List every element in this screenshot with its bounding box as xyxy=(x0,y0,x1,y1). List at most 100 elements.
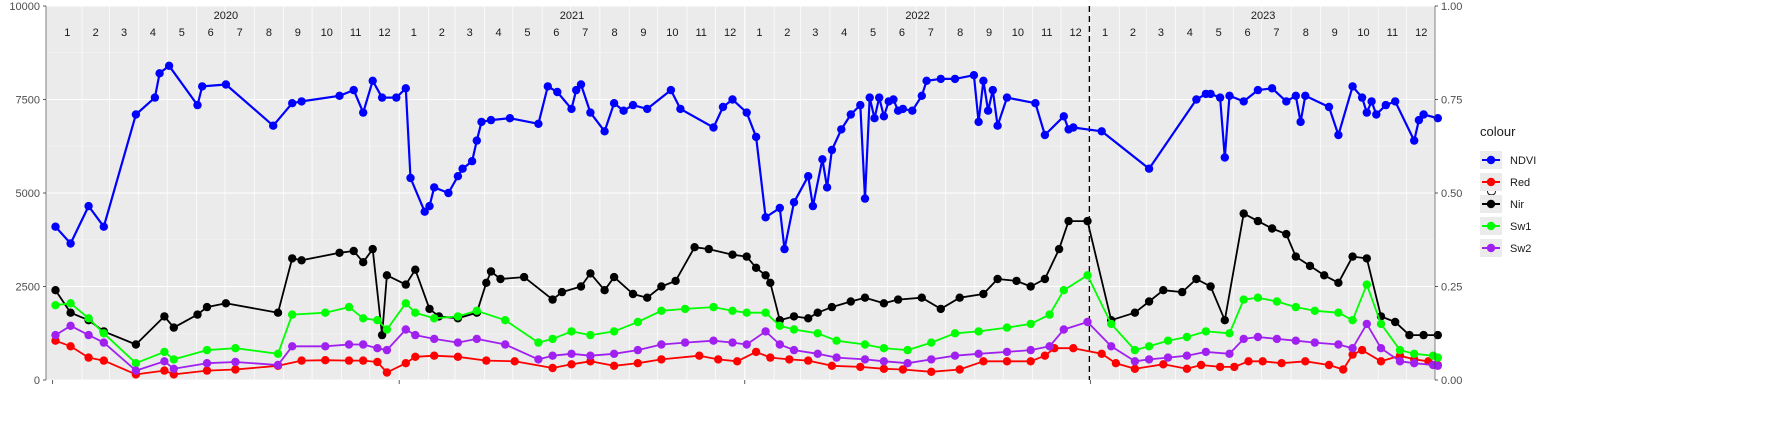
data-point xyxy=(51,286,60,295)
data-point xyxy=(1107,319,1116,329)
data-point xyxy=(1059,286,1069,295)
data-point xyxy=(974,327,983,336)
data-point xyxy=(425,201,434,211)
data-point xyxy=(609,99,619,108)
data-point xyxy=(1301,91,1310,101)
data-point xyxy=(751,347,761,357)
data-point xyxy=(534,119,543,128)
series-ndvi xyxy=(51,61,1443,254)
month-label: 7 xyxy=(582,27,588,39)
data-point xyxy=(1419,330,1428,340)
data-point xyxy=(742,108,751,117)
data-point xyxy=(505,114,515,123)
data-point xyxy=(633,345,642,355)
legend-key-dot xyxy=(1486,199,1496,209)
data-point xyxy=(131,110,141,119)
month-label: 5 xyxy=(179,27,185,39)
data-point xyxy=(231,365,240,374)
data-point xyxy=(472,136,481,145)
data-point xyxy=(131,366,141,375)
data-point xyxy=(297,97,306,106)
data-point xyxy=(728,250,737,259)
legend-title: colour xyxy=(1480,124,1516,139)
data-point xyxy=(1362,280,1372,289)
data-point xyxy=(832,353,841,362)
data-point xyxy=(202,366,212,375)
data-point xyxy=(804,356,813,365)
data-point xyxy=(1239,97,1248,106)
month-label: 7 xyxy=(1273,27,1279,39)
data-point xyxy=(344,340,354,349)
data-point xyxy=(1163,353,1173,362)
data-point xyxy=(84,201,93,211)
year-label: 2020 xyxy=(214,10,238,22)
data-point xyxy=(1267,84,1277,93)
data-point xyxy=(567,360,576,369)
left-tick-label: 7500 xyxy=(16,95,40,107)
month-label: 9 xyxy=(640,27,646,39)
data-point xyxy=(917,293,926,302)
data-point xyxy=(534,338,543,347)
month-label: 10 xyxy=(1012,27,1024,39)
data-point xyxy=(420,207,429,216)
data-point xyxy=(1348,82,1357,91)
month-label: 11 xyxy=(695,27,706,39)
data-point xyxy=(1391,97,1400,106)
data-point xyxy=(1059,112,1069,121)
data-point xyxy=(401,325,410,334)
data-point xyxy=(993,274,1002,284)
left-tick-label: 5000 xyxy=(16,188,40,200)
data-point xyxy=(344,302,354,312)
data-point xyxy=(1192,95,1201,104)
data-point xyxy=(1410,136,1419,145)
data-point xyxy=(99,356,109,365)
data-point xyxy=(131,359,141,368)
data-point xyxy=(321,308,330,317)
data-point xyxy=(496,274,505,284)
data-point xyxy=(1357,93,1367,102)
data-point xyxy=(1282,229,1291,239)
month-label: 6 xyxy=(899,27,905,39)
data-point xyxy=(1419,110,1428,119)
data-point xyxy=(576,80,586,89)
data-point xyxy=(586,330,595,340)
data-point xyxy=(898,104,908,114)
data-point xyxy=(813,308,822,317)
data-point xyxy=(1244,357,1253,366)
month-label: 2 xyxy=(784,27,790,39)
data-point xyxy=(1201,347,1211,357)
data-point xyxy=(676,104,685,114)
data-point xyxy=(1305,261,1315,271)
data-point xyxy=(411,352,420,361)
legend-item-red: Red xyxy=(1480,173,1530,191)
series-line xyxy=(54,64,1439,251)
data-point xyxy=(453,352,463,361)
data-point xyxy=(51,222,60,231)
data-point xyxy=(411,308,420,317)
series-layer xyxy=(51,61,1443,379)
data-point xyxy=(865,93,874,102)
data-point xyxy=(349,246,358,256)
month-label: 10 xyxy=(321,27,333,39)
data-point xyxy=(534,355,543,364)
data-point xyxy=(160,357,169,366)
data-point xyxy=(99,338,109,347)
data-point xyxy=(1414,115,1424,125)
data-point xyxy=(1111,359,1121,368)
data-point xyxy=(789,345,799,355)
data-point xyxy=(150,93,160,102)
data-point xyxy=(1002,323,1012,332)
data-point xyxy=(927,355,936,364)
data-point xyxy=(1040,130,1050,140)
data-point xyxy=(66,321,75,330)
data-point xyxy=(169,355,178,364)
data-point xyxy=(160,366,169,375)
month-label: 11 xyxy=(350,27,361,39)
data-point xyxy=(193,100,202,110)
data-point xyxy=(633,317,642,327)
data-point xyxy=(221,299,231,308)
data-point xyxy=(1026,319,1035,329)
data-point xyxy=(510,357,519,366)
data-point xyxy=(586,269,595,278)
data-point xyxy=(1282,97,1291,106)
